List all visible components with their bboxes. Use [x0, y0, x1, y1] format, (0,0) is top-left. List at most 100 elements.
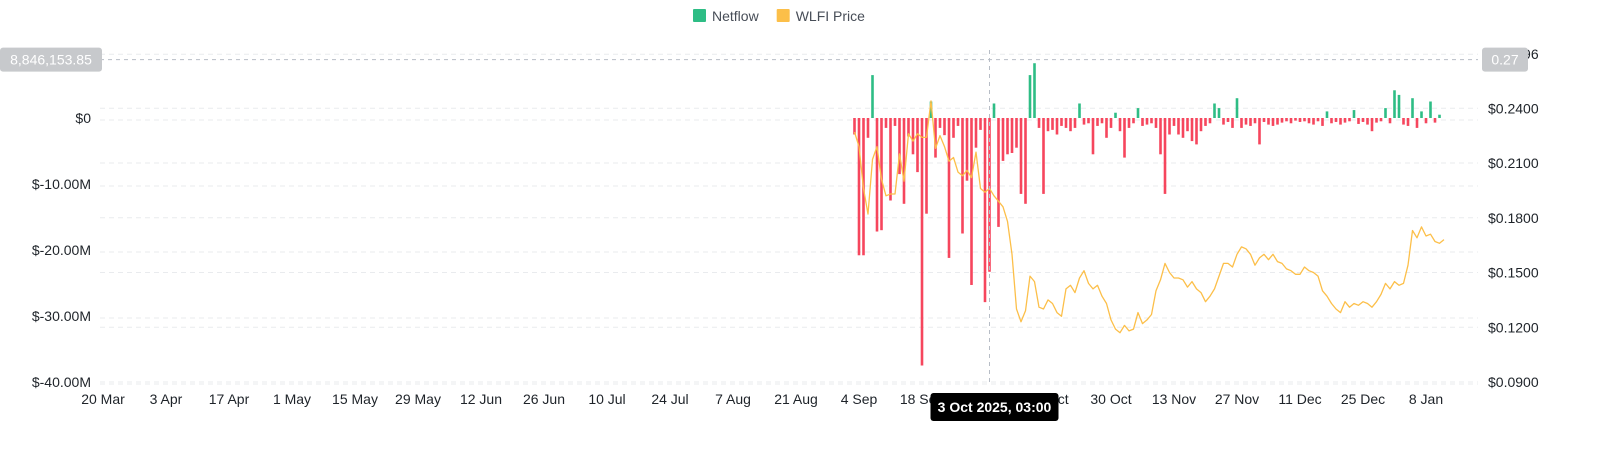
netflow-bar[interactable]: [1190, 118, 1194, 142]
netflow-bar[interactable]: [1429, 101, 1432, 119]
netflow-bar[interactable]: [902, 118, 906, 204]
netflow-bar[interactable]: [1015, 118, 1018, 148]
netflow-bar[interactable]: [1240, 118, 1243, 128]
netflow-bar[interactable]: [1411, 98, 1414, 118]
netflow-bar[interactable]: [1073, 118, 1077, 128]
netflow-bar[interactable]: [911, 118, 915, 155]
netflow-bar[interactable]: [1105, 118, 1108, 138]
netflow-bar[interactable]: [956, 118, 960, 126]
netflow-bar[interactable]: [1231, 118, 1234, 128]
netflow-bar[interactable]: [1258, 118, 1261, 145]
netflow-bar[interactable]: [1019, 118, 1023, 194]
netflow-bar[interactable]: [1033, 63, 1036, 118]
netflow-bar[interactable]: [1384, 108, 1387, 118]
netflow-bar[interactable]: [1271, 118, 1275, 126]
netflow-bar[interactable]: [1330, 118, 1333, 124]
netflow-bar[interactable]: [1343, 118, 1347, 123]
netflow-bar[interactable]: [952, 118, 955, 138]
netflow-bar[interactable]: [1393, 90, 1396, 118]
netflow-bar[interactable]: [1028, 75, 1032, 118]
netflow-bar[interactable]: [974, 118, 978, 148]
legend-label[interactable]: Netflow: [712, 8, 760, 24]
netflow-bar[interactable]: [1037, 118, 1041, 128]
netflow-bar[interactable]: [1177, 118, 1180, 135]
netflow-bar[interactable]: [880, 118, 883, 231]
netflow-bar[interactable]: [866, 118, 870, 138]
legend-swatch[interactable]: [776, 9, 790, 22]
netflow-bar[interactable]: [1267, 118, 1270, 125]
netflow-bar[interactable]: [970, 118, 973, 285]
netflow-bar[interactable]: [1222, 118, 1225, 125]
netflow-bar[interactable]: [1357, 118, 1360, 124]
netflow-bar[interactable]: [1280, 118, 1284, 123]
netflow-bar[interactable]: [1352, 110, 1356, 118]
netflow-bar[interactable]: [1150, 118, 1153, 124]
netflow-bar[interactable]: [1055, 118, 1059, 135]
netflow-bar[interactable]: [1159, 118, 1162, 155]
netflow-bar[interactable]: [1397, 94, 1401, 118]
netflow-bar[interactable]: [1298, 118, 1302, 122]
netflow-bar[interactable]: [1388, 118, 1392, 124]
netflow-bar[interactable]: [1064, 118, 1068, 128]
netflow-bar[interactable]: [1069, 118, 1072, 132]
netflow-bar[interactable]: [916, 118, 919, 173]
netflow-bar[interactable]: [1127, 118, 1131, 128]
netflow-bar[interactable]: [1195, 118, 1198, 145]
netflow-bar[interactable]: [1289, 118, 1293, 124]
price-line[interactable]: [853, 100, 1445, 334]
netflow-bar[interactable]: [1145, 118, 1149, 125]
netflow-bar[interactable]: [889, 118, 892, 201]
netflow-bar[interactable]: [1276, 118, 1279, 125]
netflow-bar[interactable]: [1114, 112, 1117, 118]
netflow-bar[interactable]: [1213, 103, 1216, 118]
netflow-bar[interactable]: [1307, 118, 1311, 124]
netflow-bar[interactable]: [1172, 118, 1176, 126]
netflow-bar[interactable]: [920, 118, 924, 366]
netflow-bar[interactable]: [1285, 118, 1288, 122]
netflow-bar[interactable]: [1375, 118, 1378, 123]
netflow-bar[interactable]: [925, 118, 928, 214]
netflow-bar[interactable]: [1321, 118, 1324, 126]
legend[interactable]: Netflow WLFI Price: [693, 8, 865, 24]
netflow-bar[interactable]: [1316, 118, 1320, 122]
netflow-bar[interactable]: [1366, 118, 1369, 125]
netflow-bar[interactable]: [1091, 118, 1095, 155]
netflow-bar[interactable]: [1294, 118, 1297, 121]
netflow-bar[interactable]: [1406, 118, 1410, 126]
netflow-bar[interactable]: [943, 118, 946, 136]
netflow-bar[interactable]: [1006, 118, 1009, 155]
netflow-bar[interactable]: [1208, 118, 1212, 124]
netflow-bar[interactable]: [992, 103, 996, 118]
netflow-bar[interactable]: [1420, 111, 1423, 118]
netflow-bar[interactable]: [1253, 118, 1257, 124]
netflow-bar[interactable]: [1249, 118, 1252, 126]
netflow-bar[interactable]: [1123, 118, 1126, 158]
netflow-bar[interactable]: [1348, 118, 1351, 122]
netflow-bar[interactable]: [1181, 118, 1185, 138]
netflow-bar[interactable]: [1082, 118, 1086, 125]
netflow-bar[interactable]: [1379, 118, 1383, 122]
netflow-bar[interactable]: [1438, 114, 1441, 118]
netflow-bar[interactable]: [1154, 118, 1158, 128]
wlfi-price-line[interactable]: [853, 100, 1445, 334]
netflow-bar[interactable]: [1051, 118, 1054, 130]
netflow-bar[interactable]: [1339, 118, 1342, 125]
netflow-bar[interactable]: [1312, 118, 1315, 125]
netflow-bar[interactable]: [1433, 118, 1437, 123]
legend-label[interactable]: WLFI Price: [796, 8, 865, 24]
netflow-bar[interactable]: [1100, 118, 1104, 124]
netflow-bar[interactable]: [1235, 98, 1239, 118]
netflow-bar[interactable]: [893, 118, 897, 126]
netflow-bar[interactable]: [1132, 118, 1135, 124]
netflow-bar[interactable]: [875, 118, 879, 232]
netflow-bar[interactable]: [1168, 118, 1171, 135]
netflow-bar[interactable]: [1424, 118, 1428, 124]
netflow-bar[interactable]: [1046, 118, 1050, 132]
netflow-bar[interactable]: [1118, 118, 1122, 132]
netflow-bar[interactable]: [898, 118, 901, 175]
netflow-bar[interactable]: [1303, 118, 1306, 122]
netflow-bar[interactable]: [1370, 118, 1374, 132]
netflow-bar[interactable]: [1244, 118, 1248, 125]
netflow-bar[interactable]: [1199, 118, 1203, 132]
